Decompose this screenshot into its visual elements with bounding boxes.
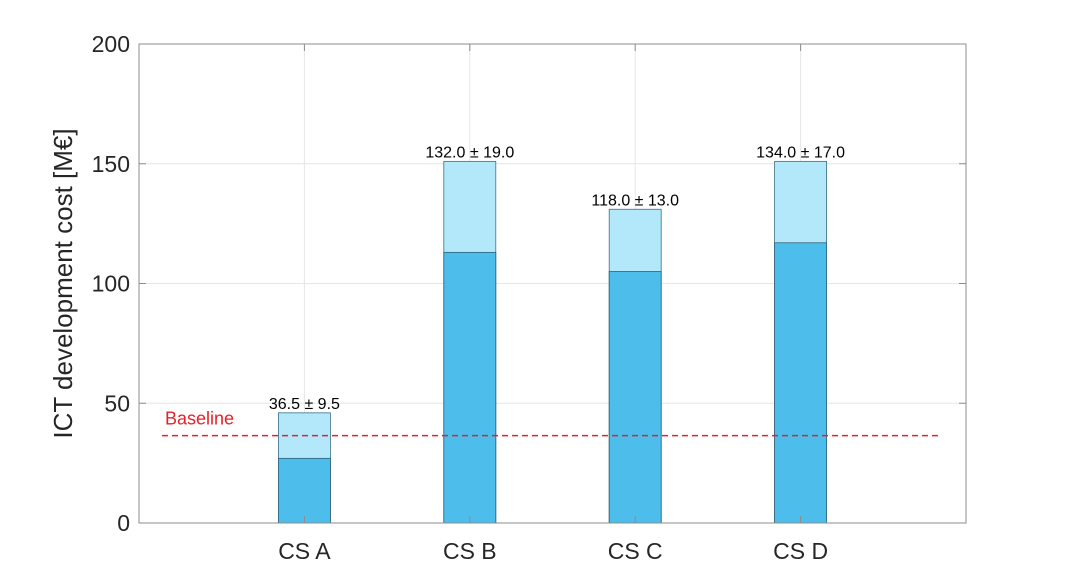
y-tick-label: 100	[92, 271, 130, 297]
data-labels: 36.5 ± 9.5 132.0 ± 19.0 118.0 ± 13.0 134.0 …	[269, 144, 845, 412]
bar-data-label: 36.5 ± 9.5	[269, 396, 340, 413]
bar-lower-cs-a	[277, 457, 331, 524]
bars	[277, 160, 827, 524]
y-axis-label: ICT development cost [M€]	[48, 128, 78, 438]
y-tick-label: 150	[92, 151, 130, 177]
bar-data-label: 118.0 ± 13.0	[591, 192, 679, 209]
x-axis-ticks: CS A CS B CS C CS D	[278, 44, 828, 564]
y-axis-ticks: 0 50 100 150 200	[92, 31, 966, 536]
x-tick-label: CS B	[443, 538, 497, 564]
baseline-label: Baseline	[165, 409, 234, 429]
bar-lower-cs-d	[774, 242, 827, 524]
x-tick-label: CS A	[278, 538, 331, 564]
bar-lower-cs-b	[443, 251, 497, 524]
x-tick-label: CS C	[608, 538, 663, 564]
x-tick-label: CS D	[773, 538, 828, 564]
y-tick-label: 50	[104, 390, 130, 416]
y-tick-label: 200	[92, 31, 130, 57]
bar-data-label: 134.0 ± 17.0	[756, 144, 845, 161]
bar-lower-cs-c	[608, 271, 662, 524]
y-tick-label: 0	[117, 510, 130, 536]
bar-data-label: 132.0 ± 19.0	[425, 144, 514, 161]
baseline: Baseline	[162, 409, 942, 437]
